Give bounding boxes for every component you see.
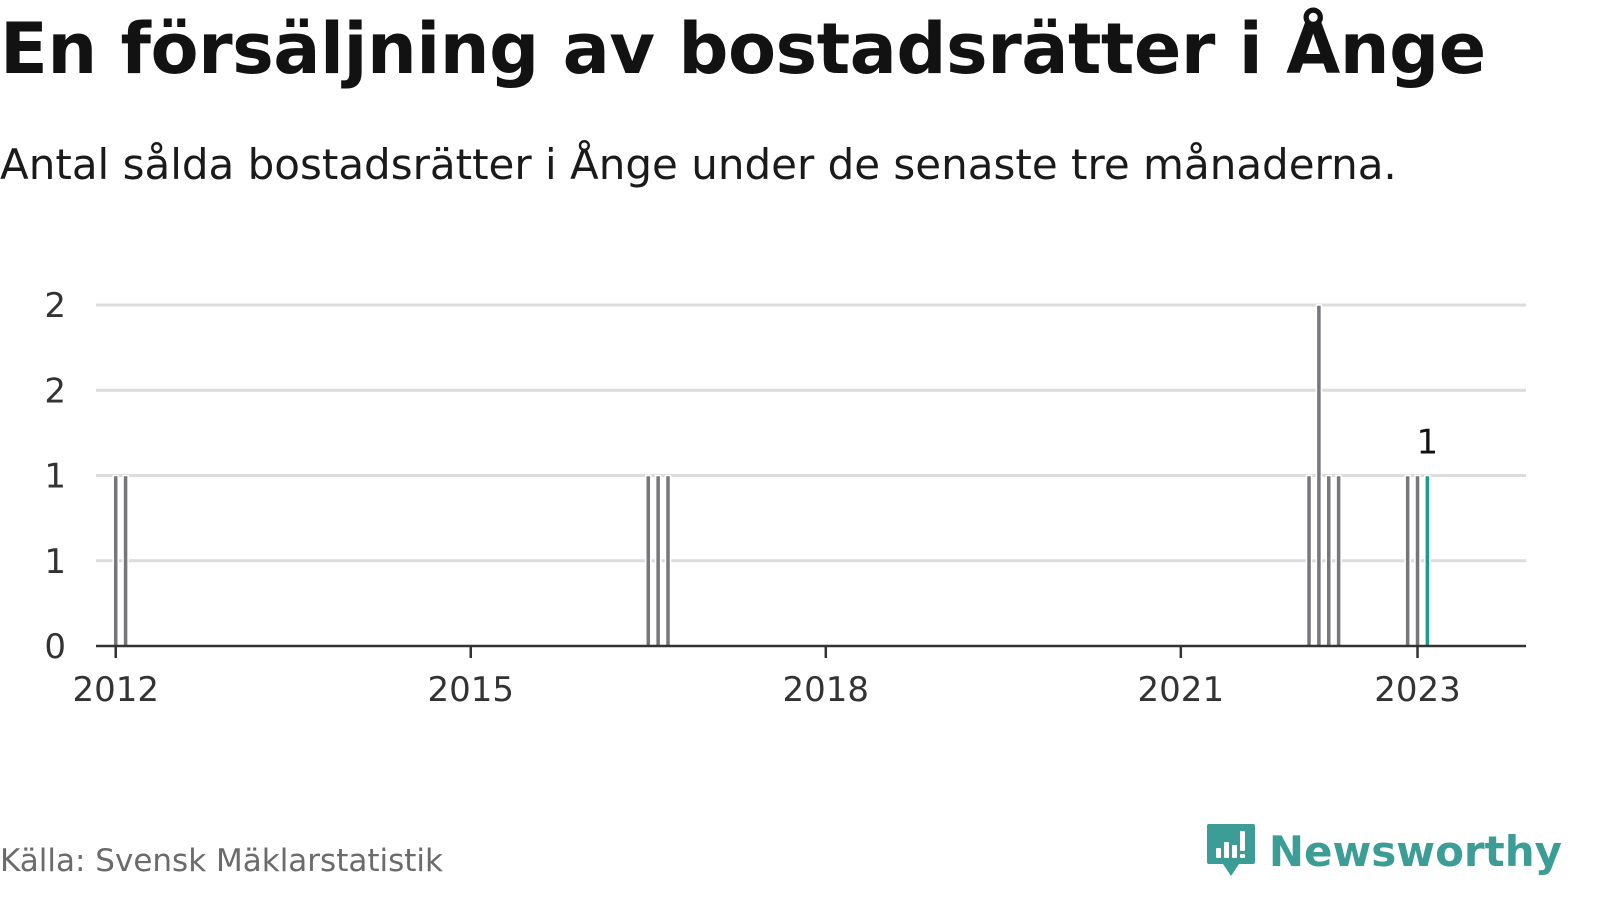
chart-title: En försäljning av bostadsrätter i Ånge [0, 8, 1486, 90]
x-tick-label: 2018 [783, 670, 870, 710]
bar [654, 474, 662, 647]
y-tick-label: 2 [44, 371, 66, 411]
gridlines [96, 303, 1526, 563]
brand-mark: Newsworthy [1205, 822, 1562, 880]
x-tick-label: 2012 [72, 670, 159, 710]
newsworthy-logo-icon [1206, 824, 1255, 876]
y-axis-ticks: 0 1 1 2 2 [44, 286, 66, 667]
bar [1414, 474, 1421, 647]
y-tick-label: 2 [44, 286, 66, 326]
brand-name: Newsworthy [1268, 826, 1562, 876]
highlight-bar [1424, 474, 1431, 647]
y-tick-label: 1 [44, 542, 66, 582]
highlight-data-label: 1 [1417, 423, 1439, 463]
data-labels: 1 [1417, 423, 1439, 463]
source-note: Källa: Svensk Mäklarstatistik [0, 843, 443, 879]
x-tick-label: 2015 [427, 670, 514, 710]
bar [1404, 474, 1411, 647]
bar [664, 474, 672, 647]
bar [1325, 474, 1333, 647]
bar [1305, 474, 1313, 647]
x-tick-label: 2023 [1374, 670, 1461, 710]
bars [112, 304, 1431, 647]
x-tick-label: 2021 [1138, 670, 1225, 710]
x-axis-ticks: 2012 2015 2018 2021 2023 [72, 646, 1461, 710]
bar [112, 474, 119, 647]
y-tick-label: 1 [44, 457, 66, 497]
chart-subtitle: Antal sålda bostadsrätter i Ånge under d… [0, 140, 1397, 189]
y-tick-label: 0 [44, 627, 66, 667]
bar [1335, 474, 1342, 647]
bar [1315, 304, 1323, 647]
bar [122, 474, 129, 647]
bar [645, 474, 652, 647]
